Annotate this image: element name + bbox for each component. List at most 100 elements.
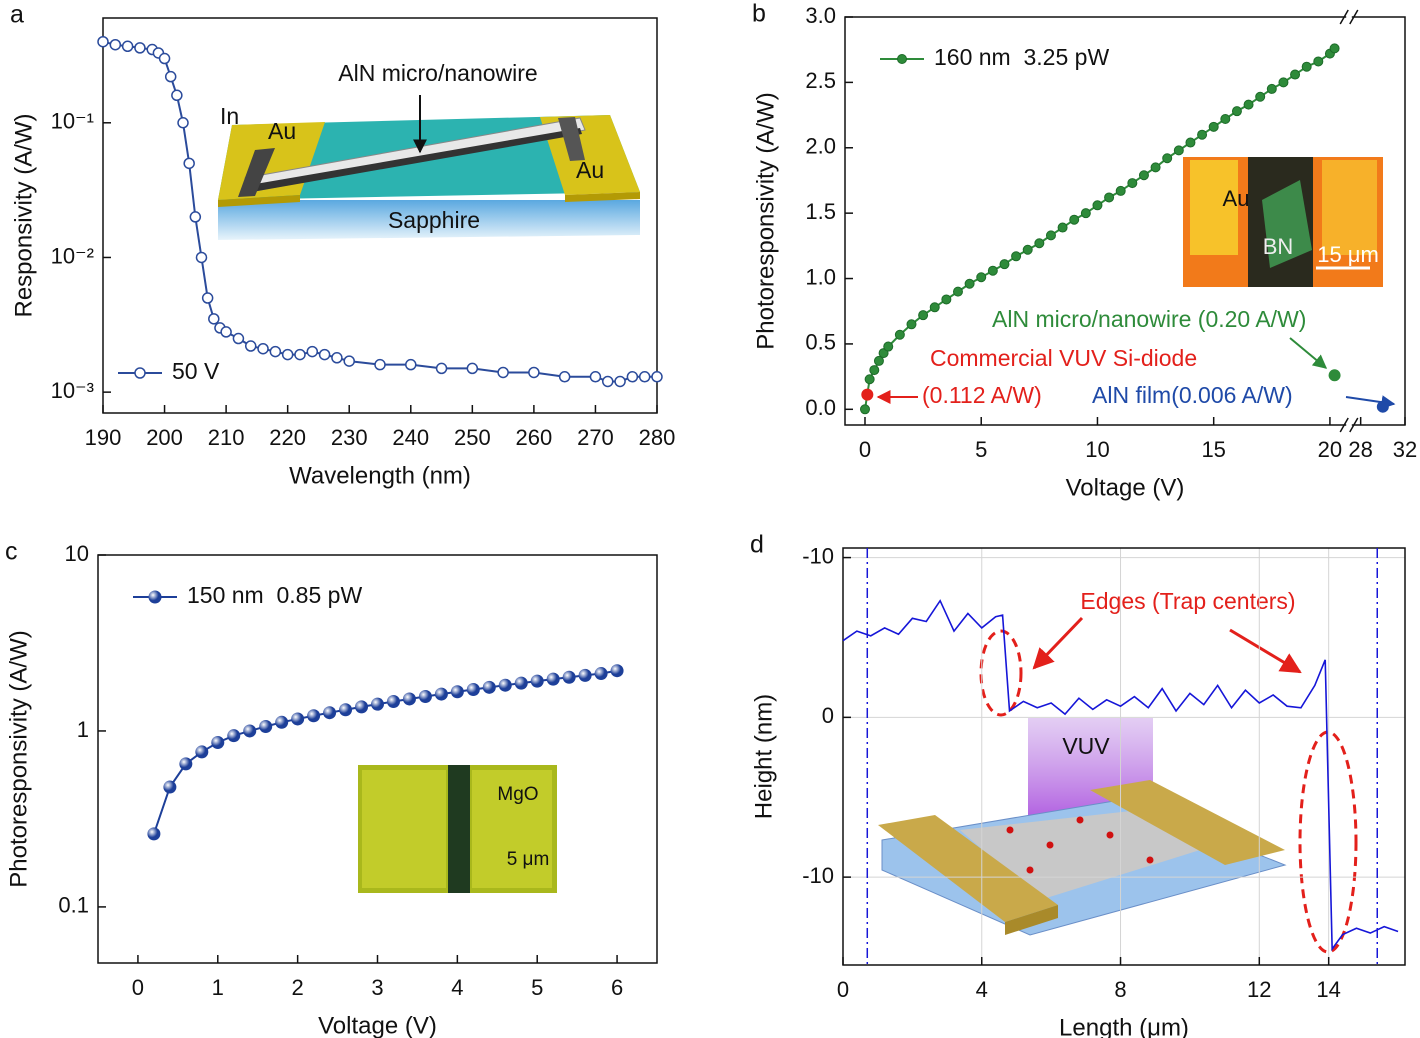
- panel-label: d: [750, 531, 764, 559]
- marker: [869, 365, 880, 376]
- axis-frame: [842, 547, 1406, 966]
- marker: [594, 667, 608, 681]
- x-tick-label: 0: [837, 977, 849, 1002]
- annotation: Edges (Trap centers): [1080, 588, 1295, 614]
- marker: [158, 52, 171, 65]
- marker: [257, 342, 269, 355]
- x-tick-label: 20: [1318, 437, 1342, 462]
- marker: [528, 366, 540, 379]
- y-tick-label: 10⁻³: [51, 378, 94, 403]
- annotation: Au: [268, 118, 296, 144]
- x-tick-label: 200: [146, 425, 183, 450]
- y-tick-label: 0.5: [805, 330, 836, 355]
- marker: [1278, 77, 1289, 88]
- marker: [918, 310, 929, 321]
- marker: [1162, 153, 1173, 164]
- marker: [232, 332, 245, 345]
- axis-frame: [102, 17, 658, 414]
- marker: [374, 358, 386, 371]
- y-axis-title: Height (nm): [750, 694, 777, 819]
- photo-inset: Au BN 15 μm: [1183, 157, 1383, 287]
- marker: [121, 40, 134, 53]
- marker: [269, 345, 282, 358]
- legend-label: 160 nm 3.25 pW: [934, 44, 1109, 70]
- marker: [134, 42, 146, 54]
- marker: [1197, 129, 1208, 140]
- marker: [1243, 99, 1254, 110]
- y-axis-title: Photoresponsivity (A/W): [5, 630, 32, 887]
- marker: [435, 362, 448, 375]
- marker: [109, 38, 122, 51]
- marker: [1045, 230, 1056, 241]
- x-tick-label: 240: [392, 425, 429, 450]
- panel: 190 200 210 220 230 240 250 260 270 280 10⁻³ 10⁻² 10…: [10, 1, 675, 490]
- marker: [291, 712, 305, 726]
- series-line: [842, 599, 1399, 952]
- marker: [179, 757, 193, 771]
- marker: [355, 700, 369, 714]
- x-tick-label: 270: [577, 425, 614, 450]
- marker: [1185, 137, 1196, 148]
- panel-label: a: [10, 1, 24, 29]
- marker: [195, 251, 208, 264]
- marker: [97, 35, 109, 48]
- x-tick-label: 1: [212, 975, 224, 1000]
- marker: [546, 672, 560, 686]
- marker: [1080, 208, 1091, 219]
- marker: [201, 292, 214, 304]
- marker: [275, 715, 289, 729]
- marker: [1127, 178, 1138, 189]
- marker: [514, 676, 528, 690]
- annotation: AlN micro/nanowire (0.20 A/W): [992, 306, 1306, 332]
- marker: [964, 278, 975, 289]
- marker: [999, 259, 1010, 270]
- marker: [294, 348, 306, 361]
- marker: [602, 375, 614, 388]
- marker: [281, 348, 294, 361]
- marker: [402, 692, 416, 706]
- marker: [386, 695, 400, 709]
- marker: [171, 89, 183, 102]
- arrow: [1289, 337, 1328, 369]
- x-tick-label: 5: [975, 437, 987, 462]
- x-tick-label: 28: [1348, 437, 1372, 462]
- marker: [227, 729, 241, 743]
- marker: [1092, 200, 1103, 211]
- marker: [987, 265, 998, 276]
- annotation: 15 μm: [1317, 242, 1379, 267]
- highlight-point: [1328, 369, 1341, 382]
- marker: [1231, 106, 1242, 117]
- annotation: In: [220, 103, 239, 129]
- annotation: Au: [1223, 186, 1250, 211]
- y-axis-title: Photoresponsivity (A/W): [752, 92, 779, 349]
- x-tick-label: 32: [1393, 437, 1417, 462]
- annotation: VUV: [1062, 733, 1110, 759]
- marker: [614, 375, 626, 388]
- marker: [1173, 145, 1184, 156]
- marker: [243, 724, 257, 738]
- x-tick-label: 6: [611, 975, 623, 1000]
- x-axis-title: Voltage (V): [1066, 474, 1185, 501]
- marker: [883, 341, 894, 352]
- marker: [1138, 170, 1149, 181]
- x-tick-label: 10: [1085, 437, 1109, 462]
- marker: [929, 302, 940, 313]
- marker: [1034, 238, 1045, 249]
- annotation: 5 μm: [507, 849, 550, 870]
- y-tick-label: 10: [65, 541, 89, 566]
- marker: [1255, 91, 1266, 102]
- axis-break: [1339, 9, 1359, 25]
- y-tick-label: 10⁻²: [51, 243, 94, 268]
- marker: [651, 371, 663, 383]
- marker: [220, 326, 232, 338]
- x-axis-title: Voltage (V): [318, 1012, 437, 1038]
- marker: [638, 371, 651, 383]
- marker: [211, 735, 225, 749]
- y-tick-label: 3.0: [805, 3, 836, 28]
- x-tick-label: 4: [451, 975, 463, 1000]
- marker: [466, 362, 479, 375]
- axis-break: [1339, 417, 1359, 433]
- x-tick-label: 190: [85, 425, 122, 450]
- x-tick-label: 230: [331, 425, 368, 450]
